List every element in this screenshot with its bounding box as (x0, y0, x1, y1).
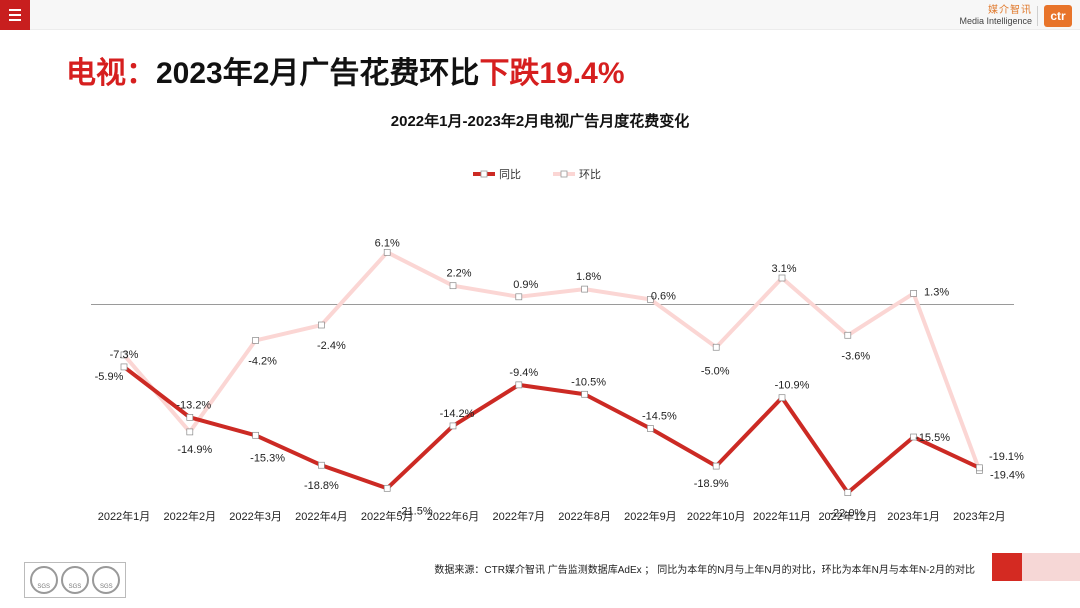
x-tick-label-6: 2022年7月 (493, 509, 546, 523)
data-point-s1-4 (383, 248, 391, 256)
data-label-s0-8: -14.5% (642, 410, 677, 422)
data-label-s0-6: -9.4% (509, 367, 538, 379)
data-point-s1-11 (844, 331, 852, 339)
menu-icon[interactable] (0, 0, 30, 30)
legend-marker-1 (560, 170, 568, 178)
footer-red-block (992, 553, 1022, 581)
data-label-s1-8: 0.6% (651, 290, 676, 302)
page-title: 电视：2023年2月广告花费环比下跌19.4% (66, 48, 625, 92)
brand-cn: 媒介智讯 (988, 5, 1032, 16)
data-point-s1-0 (120, 351, 128, 359)
data-point-s0-1 (186, 414, 194, 421)
data-label-s0-4: -21.5% (398, 505, 433, 517)
data-label-s1-12: 1.3% (924, 286, 949, 298)
data-point-s1-8 (647, 296, 654, 303)
title-part-3: 下跌19.4% (479, 57, 625, 90)
data-label-s0-7: -10.5% (571, 376, 606, 388)
x-tick-label-2: 2022年3月 (229, 509, 282, 523)
x-tick-label-7: 2022年8月 (558, 509, 611, 523)
legend-label-1: 环比 (579, 168, 601, 181)
data-label-s0-13: -19.1% (989, 451, 1024, 463)
data-label-s0-0: -7.3% (110, 349, 139, 361)
data-point-s1-1 (186, 428, 194, 436)
legend-marker-0 (480, 170, 488, 178)
x-tick-label-9: 2022年10月 (687, 509, 746, 523)
data-label-s1-1: -14.9% (177, 444, 212, 456)
data-label-s1-5: 2.2% (446, 268, 471, 280)
data-label-s1-3: -2.4% (317, 340, 346, 352)
data-point-s0-8 (647, 425, 654, 432)
data-point-s1-9 (712, 343, 720, 351)
data-label-s1-11: -3.6% (841, 350, 870, 362)
x-tick-label-4: 2022年5月 (361, 509, 414, 523)
data-point-s0-12 (910, 433, 917, 441)
brand-en: Media Intelligence (959, 15, 1032, 26)
x-tick-label-8: 2022年9月 (624, 509, 677, 523)
data-label-s0-2: -15.3% (250, 452, 285, 464)
x-tick-label-1: 2022年2月 (164, 509, 217, 523)
data-point-s1-7 (581, 285, 588, 293)
title-part-2: 2023年2月广告花费环比 (156, 57, 480, 90)
title-part-1: 电视： (66, 57, 156, 90)
x-tick-label-11: 2022年12月 (818, 509, 877, 523)
x-tick-label-13: 2023年2月 (953, 509, 1006, 523)
data-source-note: 数据来源：CTR媒介智讯 广告监测数据库AdEx ； 同比为本年的N月与上年N月… (434, 565, 975, 576)
data-label-s0-12: -15.5% (915, 432, 950, 444)
data-point-s1-5 (449, 282, 457, 290)
chart-title: 2022年1月-2023年2月电视广告月度花费变化 (390, 113, 690, 130)
data-label-s0-11: -22.0% (829, 508, 864, 520)
x-tick-label-5: 2022年6月 (427, 509, 480, 523)
data-label-s0-3: -18.8% (304, 480, 339, 492)
data-label-s1-9: -5.0% (701, 365, 730, 377)
data-point-s1-6 (515, 293, 523, 301)
data-point-s0-7 (581, 390, 588, 398)
ctr-logo: ctr (1044, 5, 1072, 27)
legend-label-0: 同比 (499, 168, 521, 181)
data-label-s0-1: -13.2% (176, 399, 211, 411)
data-label-s1-7: 1.8% (576, 271, 601, 283)
data-point-s0-3 (318, 461, 325, 469)
x-tick-label-10: 2022年11月 (753, 509, 811, 523)
data-point-s0-10 (778, 394, 786, 402)
data-label-s1-6: 0.9% (513, 279, 538, 291)
data-point-s1-2 (252, 337, 259, 344)
data-label-s1-13: -19.4% (990, 469, 1025, 481)
data-label-s1-2: -4.2% (248, 355, 277, 367)
sgs-badge-icon: SGS (92, 566, 121, 594)
certification-badges: SGS SGS SGS (24, 562, 126, 598)
data-label-s1-10: 3.1% (771, 263, 796, 275)
data-point-s0-0 (120, 363, 128, 371)
data-label-s1-4: 6.1% (375, 237, 400, 249)
data-point-s0-6 (515, 381, 523, 389)
data-point-s0-4 (383, 484, 391, 492)
brand-text: 媒介智讯 Media Intelligence (959, 5, 1032, 26)
brand-divider (1037, 6, 1038, 26)
x-tick-label-3: 2022年4月 (295, 509, 348, 523)
data-point-s0-11 (844, 489, 852, 496)
series-line-1 (122, 250, 982, 472)
x-tick-label-0: 2022年1月 (98, 509, 151, 523)
data-point-s0-5 (449, 422, 457, 430)
x-tick-label-12: 2023年1月 (887, 509, 940, 523)
data-label-s0-9: -18.9% (694, 478, 729, 490)
series-line-0 (122, 365, 981, 495)
data-label-s1-0: -5.9% (95, 371, 124, 383)
data-point-s1-12 (910, 290, 917, 297)
data-label-s0-10: -10.9% (775, 380, 810, 392)
data-point-s0-13 (976, 464, 983, 472)
top-bar: 媒介智讯 Media Intelligence ctr (0, 0, 1080, 30)
sgs-badge-icon: SGS (60, 566, 89, 594)
footer-pink-block (1022, 553, 1080, 581)
data-point-s0-2 (252, 431, 259, 439)
sgs-badge-icon: SGS (29, 566, 58, 594)
data-label-s0-5: -14.2% (440, 408, 475, 420)
data-point-s1-3 (318, 321, 325, 329)
data-point-s0-9 (712, 462, 720, 470)
data-point-s1-10 (778, 274, 786, 282)
